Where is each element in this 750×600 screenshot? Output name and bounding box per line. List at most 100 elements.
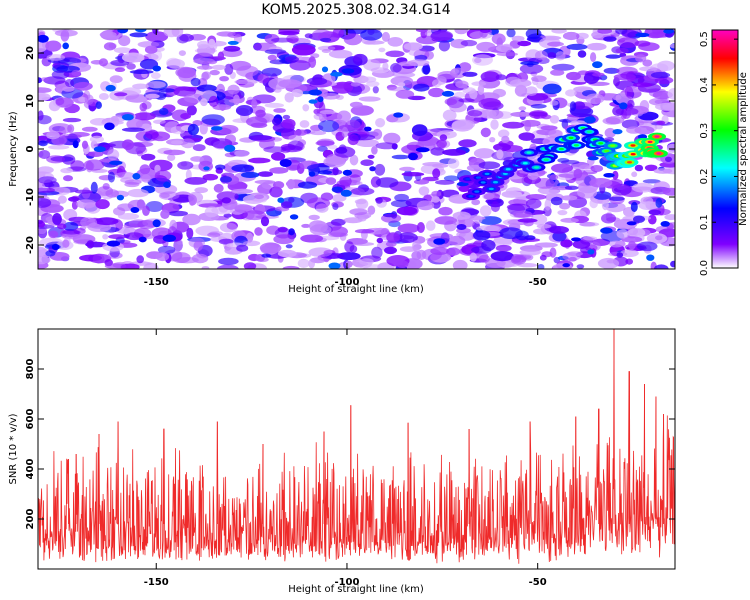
- heatmap-cell: [605, 202, 626, 213]
- heatmap-cell: [490, 201, 500, 213]
- heatmap-cell: [124, 181, 140, 188]
- heatmap-cell: [46, 155, 65, 164]
- heatmap-cell: [48, 230, 59, 239]
- heatmap-cell: [452, 259, 468, 269]
- heatmap-cell: [55, 97, 74, 108]
- heatmap-cell: [603, 36, 617, 42]
- heatmap-cell: [315, 140, 335, 146]
- heatmap-cell: [403, 42, 423, 51]
- heatmap-cell: [478, 161, 501, 170]
- heatmap-cell: [54, 29, 78, 37]
- heatmap-cell: [99, 31, 117, 38]
- heatmap-cell: [603, 173, 615, 178]
- heatmap-cell: [141, 174, 151, 183]
- heatmap-cell: [109, 75, 123, 84]
- spectrogram-y-axis-label: Frequency (Hz): [8, 111, 19, 187]
- spectrogram-x-axis-label: Height of straight line (km): [288, 284, 424, 295]
- heatmap-cell: [525, 198, 542, 209]
- heatmap-cell: [332, 81, 353, 94]
- y-tick-label: 400: [25, 459, 36, 480]
- heatmap-cell: [263, 146, 287, 153]
- heatmap-cell: [297, 181, 318, 189]
- heatmap-cell: [196, 84, 218, 92]
- heatmap-cell: [478, 98, 502, 110]
- heatmap-cell: [287, 140, 304, 151]
- heatmap-cell: [524, 120, 531, 132]
- heatmap-cell: [180, 113, 192, 120]
- heatmap-cell: [76, 199, 97, 209]
- heatmap-cell: [273, 234, 295, 245]
- heatmap-cell: [476, 41, 496, 52]
- heatmap-cell: [63, 221, 79, 232]
- heatmap-cell: [74, 189, 93, 194]
- heatmap-cell: [273, 108, 286, 113]
- heatmap-cell: [603, 67, 620, 74]
- heatmap-cell: [288, 134, 303, 141]
- heatmap-cell: [227, 40, 239, 45]
- heatmap-cell: [478, 254, 490, 263]
- heatmap-cell: [158, 107, 169, 116]
- heatmap-cell: [288, 228, 295, 236]
- heatmap-cell: [254, 179, 276, 185]
- heatmap-cell: [167, 154, 176, 162]
- heatmap-cell: [517, 218, 538, 223]
- heatmap-cell: [452, 211, 471, 220]
- heatmap-cell: [38, 176, 57, 185]
- heatmap-cell: [129, 32, 148, 38]
- heatmap-cell: [38, 198, 52, 208]
- heatmap-cell: [378, 47, 386, 53]
- heatmap-cell: [411, 124, 428, 136]
- heatmap-cell: [289, 214, 299, 220]
- heatmap-cell: [251, 99, 258, 109]
- heatmap-cell: [170, 140, 184, 145]
- snr-y-ticks: 200 400 600 800: [25, 359, 675, 529]
- heatmap-cell: [431, 190, 442, 198]
- heatmap-cell: [490, 119, 499, 130]
- heatmap-cell: [125, 232, 144, 241]
- heatmap-cell: [510, 255, 527, 265]
- heatmap-cell: [584, 116, 596, 124]
- heatmap-cell: [385, 50, 405, 58]
- heatmap-cell: [601, 213, 616, 224]
- heatmap-cell: [447, 158, 460, 169]
- heatmap-cell: [291, 44, 316, 56]
- heatmap-cell: [666, 143, 675, 153]
- heatmap-cell: [98, 58, 108, 67]
- heatmap-cell: [458, 139, 477, 148]
- heatmap-cell: [65, 79, 74, 87]
- heatmap-cell: [386, 112, 410, 123]
- heatmap-cell: [299, 120, 310, 128]
- heatmap-cell: [560, 239, 573, 248]
- heatmap-cell: [231, 188, 254, 194]
- heatmap-cell: [432, 79, 442, 88]
- heatmap-cell: [114, 172, 136, 179]
- heatmap-cell: [341, 126, 349, 138]
- heatmap-cell: [569, 101, 577, 112]
- heatmap-cell: [525, 86, 538, 96]
- heatmap-cell: [137, 220, 157, 229]
- heatmap-cell: [375, 197, 383, 204]
- heatmap-cell: [525, 194, 547, 200]
- heatmap-cell: [211, 126, 223, 131]
- heatmap-cell: [566, 43, 588, 51]
- heatmap-cell: [557, 210, 568, 216]
- heatmap-cell: [145, 129, 159, 140]
- heatmap-cell: [293, 129, 308, 136]
- heatmap-cell: [644, 29, 666, 39]
- x-tick-label: -50: [529, 277, 547, 288]
- signal-core: [630, 153, 636, 156]
- heatmap-cell: [401, 172, 425, 177]
- y-tick-label: 10: [25, 94, 36, 108]
- heatmap-cell: [171, 252, 191, 264]
- heatmap-cell: [480, 71, 500, 82]
- heatmap-cell: [473, 215, 483, 224]
- heatmap-cell: [95, 199, 110, 210]
- heatmap-cell: [90, 60, 104, 65]
- heatmap-cell: [432, 163, 449, 168]
- heatmap-cell: [179, 33, 195, 42]
- heatmap-cell: [328, 262, 341, 269]
- heatmap-cell: [328, 232, 348, 238]
- heatmap-cell: [123, 223, 141, 229]
- heatmap-cell: [453, 91, 466, 98]
- heatmap-cell: [190, 156, 205, 162]
